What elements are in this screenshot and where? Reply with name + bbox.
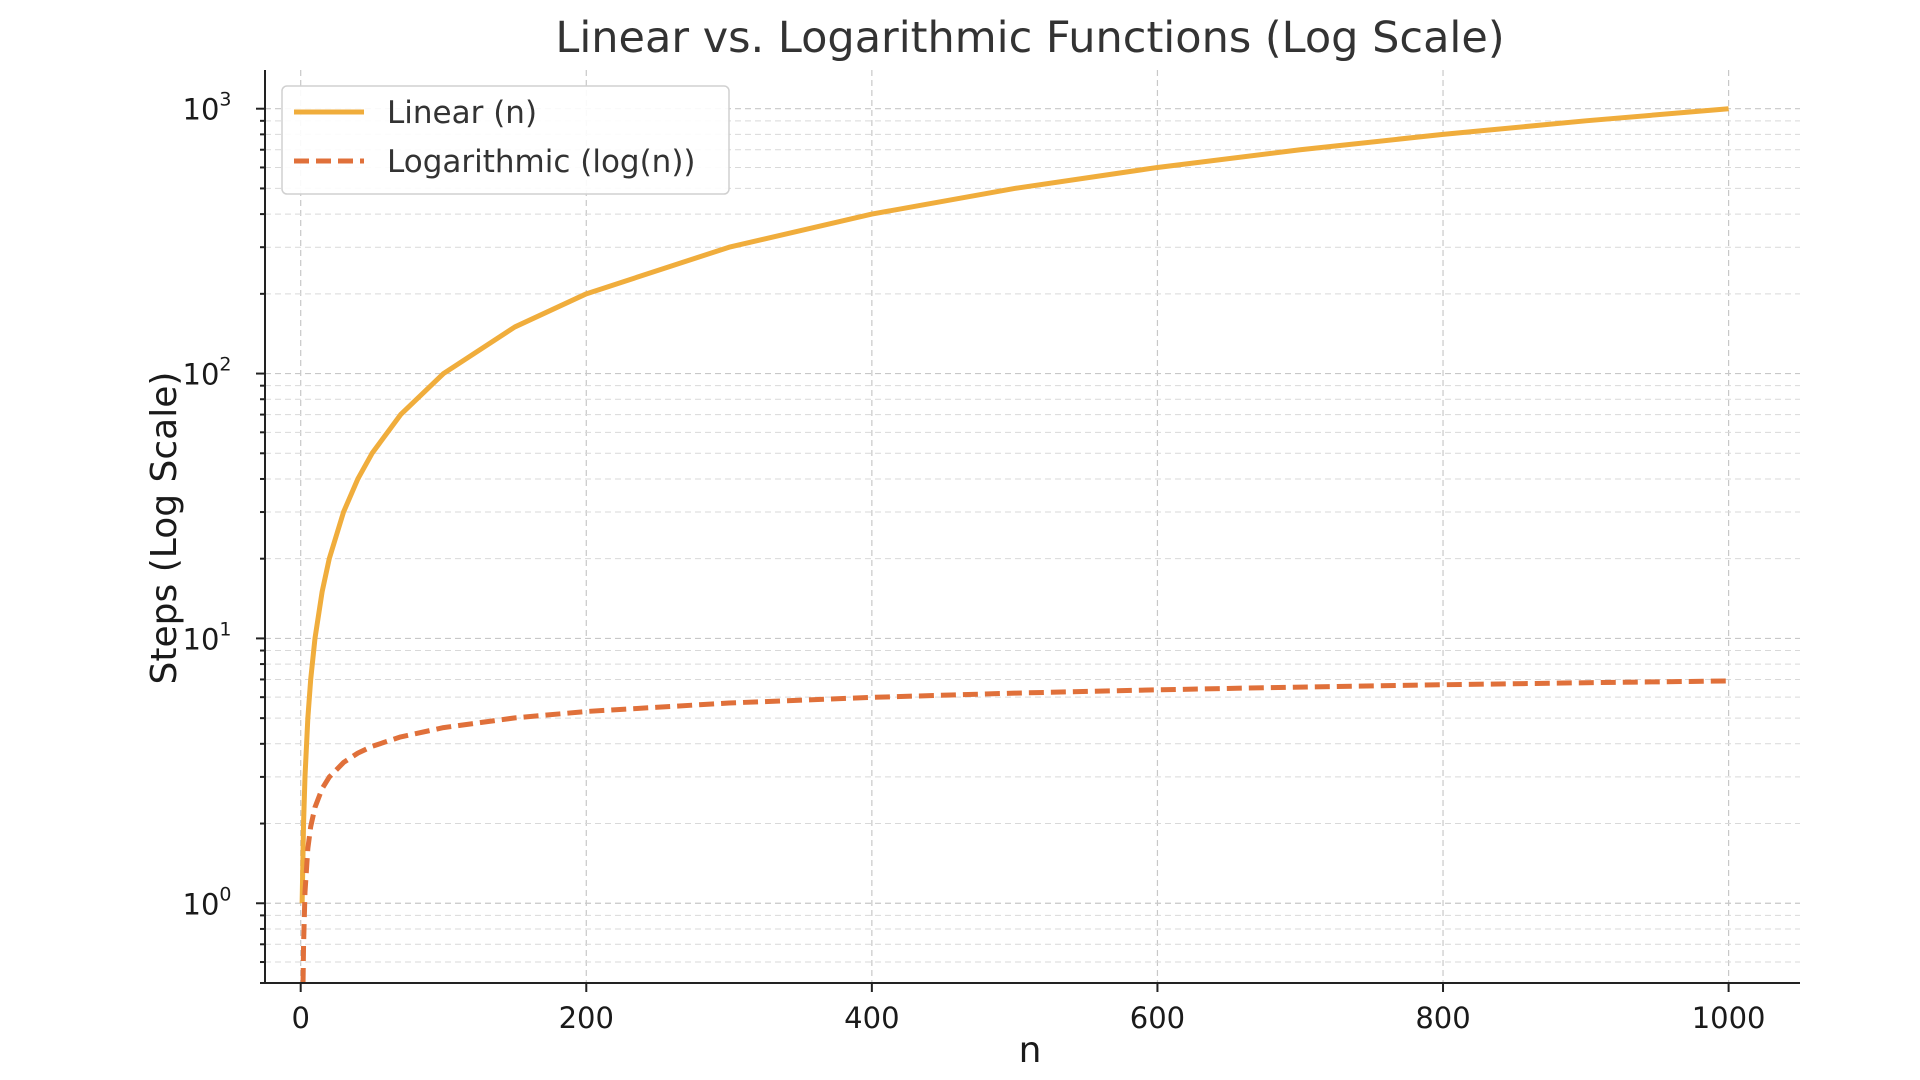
- y-tick-base: 10: [183, 358, 220, 392]
- y-tick-base: 10: [183, 93, 220, 127]
- legend-box: [281, 85, 730, 195]
- x-tick-label: 0: [291, 1001, 309, 1035]
- y-tick-label: 102: [183, 354, 232, 392]
- y-tick-label: 101: [183, 618, 232, 656]
- grid-lines: [265, 70, 1800, 984]
- y-tick-exponent: 2: [219, 354, 231, 376]
- axes: [256, 70, 1800, 992]
- y-tick-base: 10: [183, 887, 220, 921]
- y-tick-label: 103: [183, 89, 232, 127]
- legend: Linear (n) Logarithmic (log(n)): [281, 85, 730, 195]
- series-line-logarithmic: [300, 678, 1729, 984]
- x-tick-label: 600: [1130, 1001, 1185, 1035]
- legend-label-linear: Linear (n): [387, 95, 537, 131]
- y-tick-exponent: 1: [219, 618, 231, 640]
- y-axis-label: Steps (Log Scale): [144, 372, 185, 685]
- x-tick-label: 1000: [1692, 1001, 1766, 1035]
- x-tick-label: 400: [844, 1001, 899, 1035]
- x-axis-label: n: [1019, 1030, 1042, 1071]
- legend-label-logarithmic: Logarithmic (log(n)): [387, 144, 696, 180]
- series-line-linear: [299, 106, 1729, 904]
- series-lines: [299, 106, 1729, 984]
- x-tick-label: 800: [1415, 1001, 1470, 1035]
- y-tick-exponent: 0: [219, 883, 231, 905]
- y-tick-base: 10: [183, 622, 220, 656]
- x-tick-label: 200: [559, 1001, 614, 1035]
- chart-title: Linear vs. Logarithmic Functions (Log Sc…: [555, 13, 1504, 63]
- y-tick-exponent: 3: [219, 89, 231, 111]
- y-tick-label: 100: [183, 883, 232, 921]
